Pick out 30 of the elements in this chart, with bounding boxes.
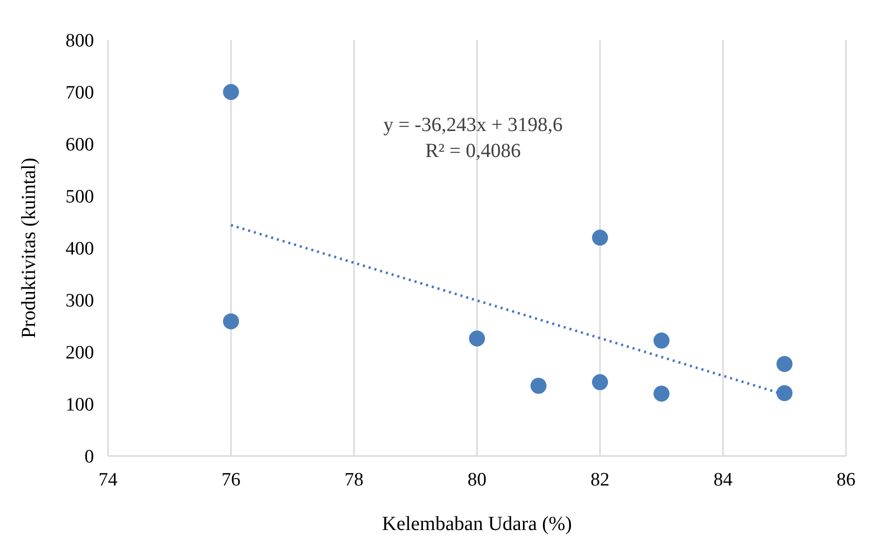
point — [776, 385, 792, 402]
y-tick-label: 500 — [66, 186, 94, 208]
point — [469, 330, 485, 346]
x-tick-label: 82 — [590, 469, 610, 490]
point — [592, 230, 608, 246]
point — [654, 332, 670, 349]
x-tick-label: 86 — [836, 469, 856, 490]
point — [530, 378, 546, 394]
y-tick-label: 0 — [84, 446, 94, 468]
annotation: R² = 0,4086 — [424, 139, 522, 164]
annotation: y = -36,243x + 3198,6 — [382, 113, 564, 138]
y-tick-label: 100 — [66, 394, 94, 416]
y-tick-label: 300 — [66, 290, 94, 312]
x-tick-label: 80 — [468, 469, 486, 490]
point — [592, 374, 608, 390]
x-tick-label: 74 — [98, 469, 118, 490]
point — [776, 356, 792, 372]
y-axis-title: Produktivitas (kuintal) — [18, 158, 40, 338]
point — [223, 84, 239, 100]
y-tick-label: 400 — [66, 238, 94, 260]
x-tick-label: 84 — [714, 469, 733, 490]
y-tick-label: 200 — [66, 342, 94, 364]
y-tick-label: 700 — [66, 82, 94, 104]
y-tick-label: 600 — [66, 134, 94, 156]
y-tick-label: 800 — [66, 30, 94, 52]
x-tick-label: 78 — [344, 469, 364, 490]
point — [223, 313, 239, 330]
x-axis-title: Kelembaban Udara (%) — [382, 513, 572, 535]
x-tick-label: 76 — [222, 469, 240, 490]
point — [654, 386, 670, 402]
